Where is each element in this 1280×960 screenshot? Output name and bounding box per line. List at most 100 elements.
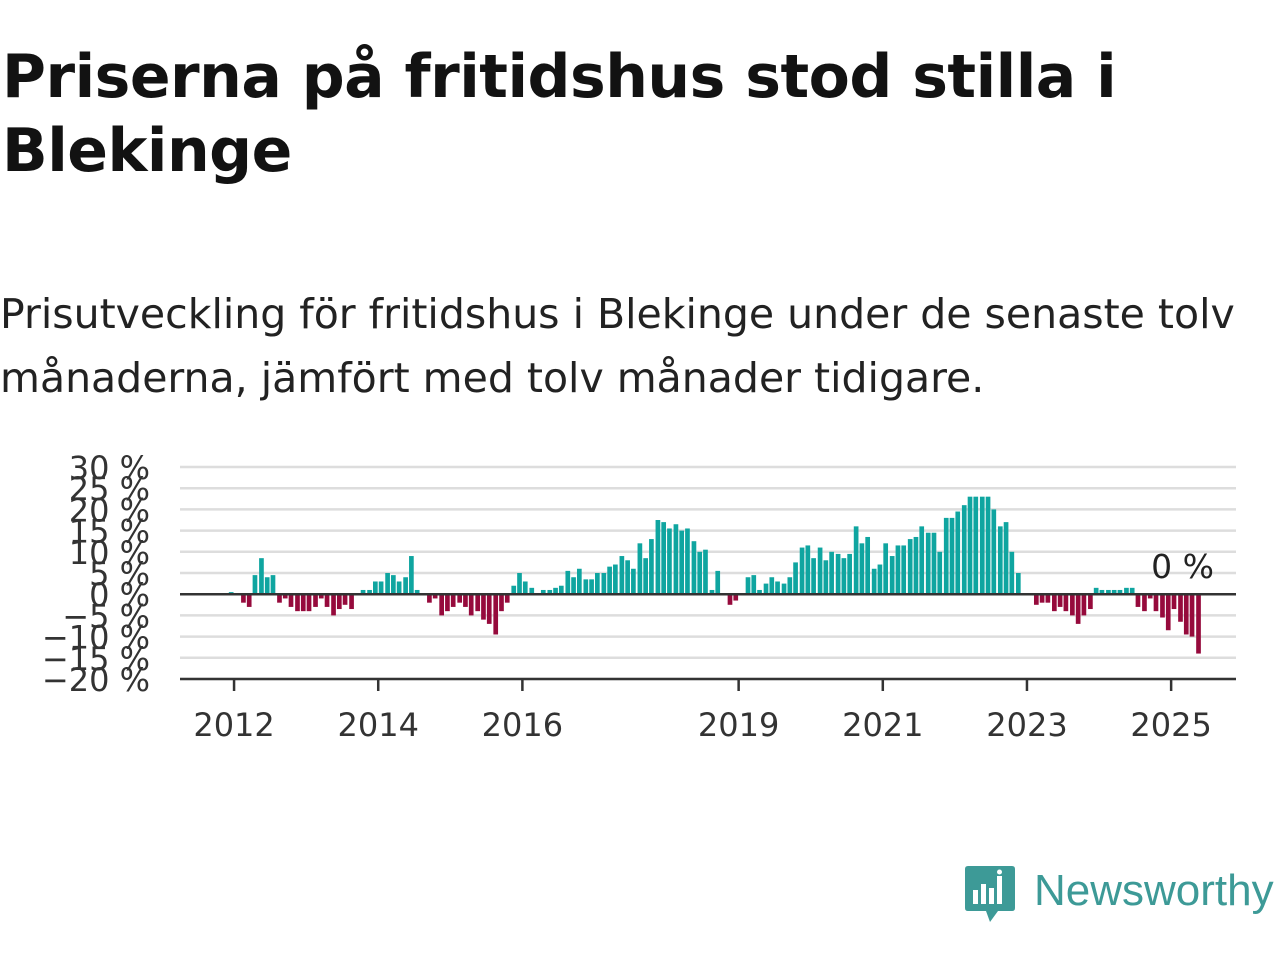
bar (1106, 589, 1111, 595)
bar (613, 564, 618, 595)
bar (367, 589, 372, 595)
y-tick-label: 5 % (89, 555, 150, 593)
bar (468, 594, 474, 616)
bar (1183, 594, 1189, 635)
bar (463, 594, 468, 607)
bar (775, 581, 780, 595)
y-tick-label: −20 % (42, 661, 150, 699)
bar (637, 543, 643, 595)
bar (1129, 587, 1135, 595)
bar (595, 573, 600, 595)
y-axis-ticks: 30 %25 %20 %15 %10 %5 %0 %−5 %−10 %−15 %… (42, 449, 150, 699)
bar (427, 594, 432, 603)
bar (1165, 594, 1171, 631)
newsworthy-logo-text: Newsworthy (1034, 866, 1274, 915)
bar (1052, 594, 1057, 612)
y-tick-label: 25 % (69, 470, 150, 508)
bar (673, 524, 679, 595)
bar (661, 522, 667, 595)
bar (991, 509, 997, 595)
bar (252, 575, 258, 595)
bar (1045, 594, 1051, 603)
bar (997, 526, 1003, 595)
bar (571, 577, 576, 595)
bar (486, 594, 492, 624)
bar (913, 536, 919, 595)
bar (1088, 594, 1093, 610)
bar (703, 549, 708, 595)
bar (1147, 594, 1153, 599)
bar (859, 543, 865, 595)
bar (949, 517, 955, 595)
bar (733, 594, 739, 601)
bar (439, 594, 444, 616)
bar (787, 577, 793, 595)
bar (943, 517, 949, 595)
bar (391, 575, 396, 595)
bar (529, 587, 535, 595)
bar (342, 594, 348, 605)
bar (481, 594, 486, 620)
bar (679, 530, 685, 595)
bar (835, 553, 841, 595)
bars (228, 496, 1201, 654)
bar (1075, 594, 1081, 624)
bar (493, 594, 499, 635)
bar (709, 589, 715, 595)
bar (1117, 589, 1123, 595)
bar (1135, 594, 1141, 607)
bar (504, 594, 510, 603)
bar (583, 579, 589, 595)
bar (745, 577, 751, 595)
y-tick-label: 0 % (89, 576, 150, 614)
bar (907, 539, 913, 595)
bar (331, 594, 336, 616)
bar (403, 577, 408, 595)
bar (901, 545, 907, 595)
bar (985, 496, 991, 595)
bar (385, 573, 390, 595)
bar (241, 594, 246, 603)
bar (295, 594, 300, 612)
bar (1142, 594, 1147, 612)
bar (895, 545, 901, 595)
bar (1093, 587, 1099, 595)
bar (288, 594, 294, 607)
bar (318, 594, 324, 599)
newsworthy-logo: Newsworthy (964, 864, 1280, 928)
bar (769, 577, 775, 595)
bar (270, 575, 276, 595)
bar (937, 551, 943, 595)
bar (360, 589, 366, 595)
bar (300, 594, 306, 612)
bar (853, 526, 859, 595)
y-tick-label: 15 % (69, 513, 150, 551)
bar (925, 532, 931, 595)
x-tick-label: 2016 (482, 706, 563, 744)
bar (565, 570, 571, 595)
newsworthy-logo-icon (965, 866, 1015, 922)
bar (1057, 594, 1063, 607)
x-tick-label: 2019 (698, 706, 779, 744)
x-tick-label: 2014 (338, 706, 419, 744)
bar (511, 585, 517, 595)
bar (685, 528, 690, 595)
bar (396, 581, 402, 595)
y-tick-label: −10 % (42, 619, 150, 657)
bar (643, 558, 648, 595)
bar (336, 594, 342, 610)
bar (277, 594, 282, 603)
bar (871, 568, 877, 595)
bar (715, 570, 721, 595)
bar (324, 594, 330, 607)
bar (313, 594, 318, 607)
y-tick-label: −15 % (42, 640, 150, 678)
bar (553, 587, 558, 595)
chart-title: Priserna på fritidshus stod stilla i Ble… (2, 42, 1117, 186)
bar (1160, 594, 1165, 618)
chart-subtitle: Prisutveckling för fritidshus i Blekinge… (0, 290, 1235, 402)
bar (919, 526, 925, 595)
x-axis-ticks: 2012 2014 2016 2019 2021 2023 2025 (193, 679, 1212, 744)
bar (589, 579, 594, 595)
bar (1099, 589, 1105, 595)
